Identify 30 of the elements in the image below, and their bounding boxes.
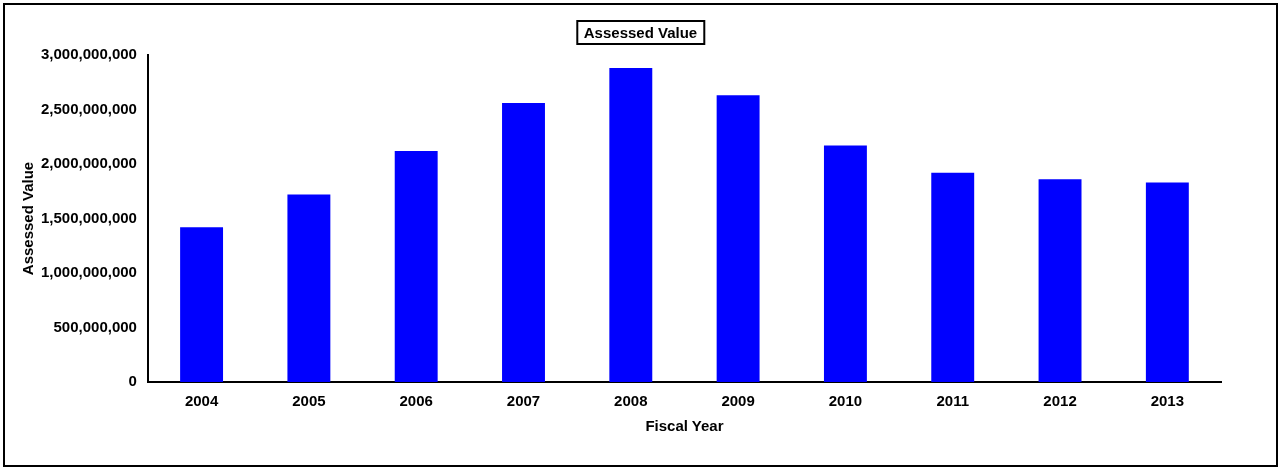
x-tick-label: 2004 [184,392,219,410]
chart-title: Assessed Value [575,20,706,45]
bar [716,95,760,382]
y-tick-label: 1,000,000,000 [40,263,137,281]
bar [502,102,545,382]
y-tick-label: 1,500,000,000 [40,208,137,226]
bar [287,194,331,382]
bar [609,68,653,382]
bar [394,150,438,382]
x-tick-label: 2007 [506,392,541,410]
x-tick-label: 2012 [1043,392,1077,410]
x-tick-label: 2011 [936,392,969,410]
bar [180,227,224,382]
y-axis-title: Assessed Value [19,161,37,276]
y-tick-label: 3,000,000,000 [40,45,137,63]
y-tick-label: 2,500,000,000 [40,99,137,117]
x-tick-label: 2009 [721,392,755,410]
x-axis-title: Fiscal Year [645,417,724,435]
x-tick-label: 2013 [1150,392,1185,410]
x-tick-label: 2010 [828,392,863,410]
bar [1038,179,1082,382]
bar [823,145,867,382]
y-tick-label: 2,000,000,000 [40,154,137,172]
y-tick-label: 0 [128,372,137,390]
bar [931,172,975,382]
x-tick-label: 2008 [614,392,648,410]
bar [1145,182,1189,382]
x-tick-label: 2006 [399,392,433,410]
y-tick-label: 500,000,000 [53,317,137,335]
x-tick-label: 2005 [292,392,326,410]
